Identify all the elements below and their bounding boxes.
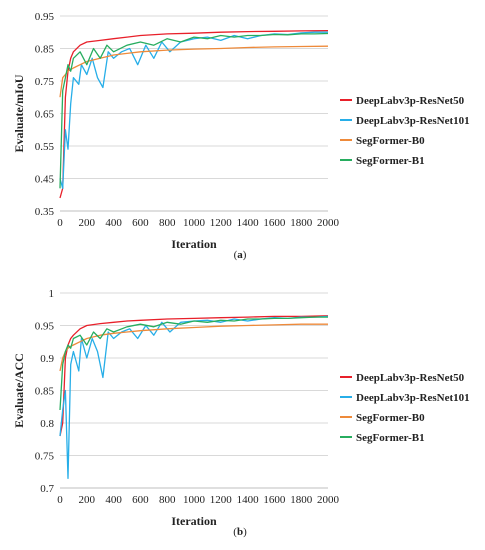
chart-a-ytick-label: 0.55 [35, 141, 55, 153]
chart-a-caption: (a) [234, 249, 247, 261]
chart-b-legend-label: DeepLabv3p-ResNet101 [356, 392, 470, 404]
chart-a-xtick-label: 200 [79, 217, 96, 229]
chart-b-xtick-label: 0 [57, 494, 63, 506]
chart-a-series-deeplabv3p-resnet50 [59, 29, 329, 199]
chart-b-xtick-label: 1600 [263, 494, 286, 506]
chart-b-ytick-label: 0.75 [35, 451, 55, 463]
chart-b-ytick-label: 0.85 [35, 386, 55, 398]
chart-a-legend-label: SegFormer-B1 [356, 155, 425, 167]
chart-b-xtick-label: 800 [159, 494, 176, 506]
chart-b-ytick-label: 0.7 [40, 483, 54, 495]
chart-a-xtick-label: 1600 [263, 217, 286, 229]
chart-a-ytick-label: 0.75 [35, 76, 55, 88]
chart-a-xtick-label: 0 [57, 217, 63, 229]
chart-b-caption: (b) [233, 526, 247, 538]
chart-b-ytick-label: 1 [49, 288, 55, 300]
chart-a-legend-label: SegFormer-B0 [356, 135, 425, 147]
chart-a-legend-label: DeepLabv3p-ResNet50 [356, 95, 465, 107]
chart-a-xtick-label: 800 [159, 217, 176, 229]
chart-a-xtick-label: 1800 [290, 217, 313, 229]
chart-b-xtick-label: 2000 [317, 494, 340, 506]
chart-a-series-deeplabv3p-resnet101 [59, 31, 328, 189]
chart-a-miou: 0.35 0.45 0.55 0.65 0.75 0.85 0.95 0 200 400 600 80… [12, 11, 470, 261]
chart-a-xtick-label: 1200 [210, 217, 233, 229]
chart-a-xtick-label: 1400 [237, 217, 260, 229]
chart-a-ytick-label: 0.45 [35, 174, 55, 186]
chart-a-x-axis-title: Iteration [171, 237, 217, 251]
chart-b-ytick-label: 0.9 [40, 353, 54, 365]
chart-b-series-segformer-b0 [59, 323, 328, 372]
chart-b-xtick-label: 600 [132, 494, 149, 506]
chart-b-legend-label: DeepLabv3p-ResNet50 [356, 372, 465, 384]
chart-a-ytick-label: 0.35 [35, 206, 55, 218]
chart-b-series-segformer-b1 [59, 316, 328, 411]
chart-a-xtick-label: 600 [132, 217, 149, 229]
chart-b-xtick-label: 200 [79, 494, 96, 506]
chart-b-xtick-label: 1000 [183, 494, 206, 506]
chart-b-ytick-label: 0.95 [35, 321, 55, 333]
chart-a-ytick-label: 0.65 [35, 109, 55, 121]
chart-a-xtick-label: 2000 [317, 217, 340, 229]
chart-b-xtick-label: 400 [105, 494, 122, 506]
chart-b-series-deeplabv3p-resnet101 [59, 315, 329, 479]
chart-a-xtick-label: 400 [105, 217, 122, 229]
chart-a-ytick-label: 0.85 [35, 44, 55, 56]
chart-b-legend-label: SegFormer-B1 [356, 432, 425, 444]
chart-a-series-segformer-b0 [59, 45, 329, 98]
chart-b-series-deeplabv3p-resnet50 [59, 315, 329, 437]
chart-b-acc: 0.7 0.75 0.8 0.85 0.9 0.95 1 0 200 400 600 800 1000 1… [12, 288, 470, 538]
chart-a-ytick-label: 0.95 [35, 11, 55, 23]
chart-b-xtick-label: 1200 [210, 494, 233, 506]
chart-b-legend-label: SegFormer-B0 [356, 412, 425, 424]
chart-a-legend-label: DeepLabv3p-ResNet101 [356, 115, 470, 127]
chart-b-xtick-label: 1800 [290, 494, 313, 506]
chart-a-y-axis-title: Evaluate/mIoU [12, 74, 26, 152]
chart-a-series-segformer-b1 [59, 32, 329, 189]
chart-a-xtick-label: 1000 [183, 217, 206, 229]
chart-b-y-axis-title: Evaluate/ACC [12, 353, 26, 428]
chart-b-ytick-label: 0.8 [40, 418, 54, 430]
chart-b-xtick-label: 1400 [237, 494, 260, 506]
chart-b-x-axis-title: Iteration [171, 514, 217, 528]
